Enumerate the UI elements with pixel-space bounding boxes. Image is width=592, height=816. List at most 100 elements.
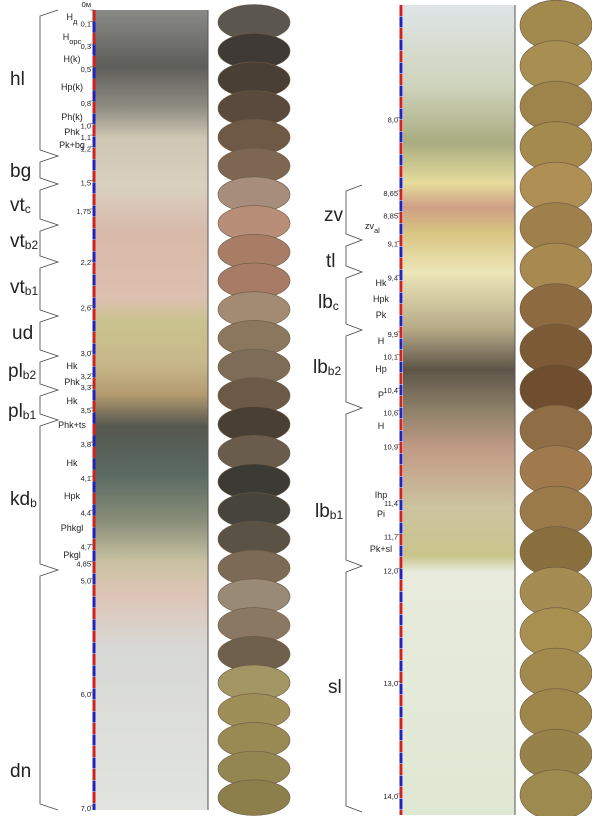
unit-label-text: sl (328, 677, 342, 698)
horizon-label-text: Hp(k) (61, 82, 83, 92)
unit-brace (346, 185, 362, 812)
horizon-label-text: Hk (67, 458, 78, 468)
unit-label-text: hl (10, 69, 25, 90)
unit-label: ud (12, 323, 33, 344)
unit-label-text: ud (12, 323, 33, 344)
soil-column-painting (93, 10, 208, 810)
depth-label: 2,6 (81, 304, 91, 313)
horizon-label-text: H (378, 336, 385, 346)
horizon-label: Ihp (375, 490, 388, 500)
horizon-label: Pk+sl (370, 544, 392, 554)
horizon-label: Pi (377, 509, 385, 519)
horizon-label: Hk (67, 396, 78, 406)
unit-label: vtb1 (10, 277, 38, 298)
unit-label-text: dn (10, 761, 31, 782)
depth-label: 6,0 (81, 690, 91, 699)
unit-label-text: zv (324, 205, 344, 226)
depth-label: 5,0 (81, 576, 91, 585)
depth-label: 4,1 (81, 474, 91, 483)
unit-label-text: lb (318, 292, 333, 313)
soil-column-painting (403, 5, 515, 815)
horizon-label-text: Phk (64, 377, 80, 387)
horizon-label: Hp (375, 364, 387, 374)
unit-label-subscript: c (333, 299, 339, 313)
horizon-label: Pkgl (63, 550, 81, 560)
unit-label: hl (10, 69, 25, 90)
horizon-label: Pk+bg (59, 140, 85, 150)
depth-label: 3,0 (81, 349, 91, 358)
horizon-label: H (378, 336, 385, 346)
depth-label: 10,6 (383, 409, 398, 418)
unit-label-subscript: b (30, 496, 37, 510)
unit-label-text: lb (313, 357, 328, 378)
horizon-label: Hk (376, 278, 387, 288)
depth-label: 8,65 (383, 189, 398, 198)
horizon-label-text: Phkgl (61, 523, 84, 533)
depth-label: 0м (82, 0, 91, 9)
depth-label: 0,1 (81, 19, 91, 28)
horizon-label: Ph(k) (61, 112, 83, 122)
horizon-label: Hk (67, 361, 78, 371)
unit-label-subscript: b1 (23, 408, 37, 422)
sample-disc (218, 780, 290, 816)
depth-label: 10,4 (383, 386, 398, 395)
unit-label: zv (324, 205, 344, 226)
horizon-label-text: Pk+sl (370, 544, 392, 554)
sample-disc (520, 770, 592, 816)
depth-label: 4,85 (76, 559, 91, 568)
depth-label: 13,0 (383, 679, 398, 688)
horizon-label: Phkgl (61, 523, 84, 533)
unit-label-text: vt (10, 195, 26, 216)
depth-label: 10,9 (383, 443, 398, 452)
horizon-label-text: Pkgl (63, 550, 81, 560)
depth-label: 4,4 (81, 508, 91, 517)
horizon-label-text: H (378, 421, 385, 431)
unit-label: lbb1 (315, 501, 343, 522)
horizon-label-text: Phk (64, 127, 80, 137)
horizon-label-text: Pi (377, 509, 385, 519)
depth-label: 12,0 (383, 566, 398, 575)
horizon-label-text: Hpk (373, 294, 390, 304)
unit-label-text: lb (315, 501, 330, 522)
depth-label: 3,3 (81, 383, 91, 392)
depth-label: 1,0 (81, 122, 91, 131)
depth-label: 9,4 (388, 273, 398, 282)
unit-label: plb1 (8, 401, 36, 422)
depth-label: 3,8 (81, 440, 91, 449)
unit-label: lbc (318, 292, 339, 313)
unit-label-text: pl (8, 401, 23, 422)
horizon-label: Pk (376, 310, 387, 320)
horizon-label-text: Hk (67, 361, 78, 371)
horizon-label: Phk+ts (58, 420, 86, 430)
horizon-label-text: Ph(k) (61, 112, 83, 122)
unit-label: bg (10, 161, 31, 182)
depth-label: 0,3 (81, 42, 91, 51)
unit-label-subscript: b2 (23, 368, 37, 382)
unit-label: dn (10, 761, 31, 782)
horizon-label: H (378, 421, 385, 431)
unit-label-text: kd (10, 489, 30, 510)
unit-label-text: vt (10, 231, 26, 252)
horizon-label-text: Hp (375, 364, 387, 374)
unit-label-text: vt (10, 277, 26, 298)
horizon-label: Hpk (373, 294, 390, 304)
depth-label: 3,5 (81, 406, 91, 415)
depth-label: 8,0 (388, 116, 398, 125)
depth-label: 3,2 (81, 372, 91, 381)
unit-label: tl (326, 251, 336, 272)
unit-label-text: bg (10, 161, 31, 182)
unit-label-subscript: b1 (330, 508, 344, 522)
depth-label: 0,8 (81, 99, 91, 108)
depth-label: 0,5 (81, 65, 91, 74)
depth-label: 8,85 (383, 211, 398, 220)
depth-label: 7,0 (81, 804, 91, 813)
horizon-label: P (378, 390, 384, 400)
depth-label: 9,9 (388, 330, 398, 339)
depth-label: 2,2 (81, 258, 91, 267)
depth-label: 4,7 (81, 542, 91, 551)
unit-label: zval (365, 221, 380, 235)
horizon-label: Hpk (64, 491, 81, 501)
horizon-label: Phk (64, 377, 80, 387)
horizon-label-text: Pk+bg (59, 140, 85, 150)
unit-label-subscript: c (25, 202, 31, 216)
